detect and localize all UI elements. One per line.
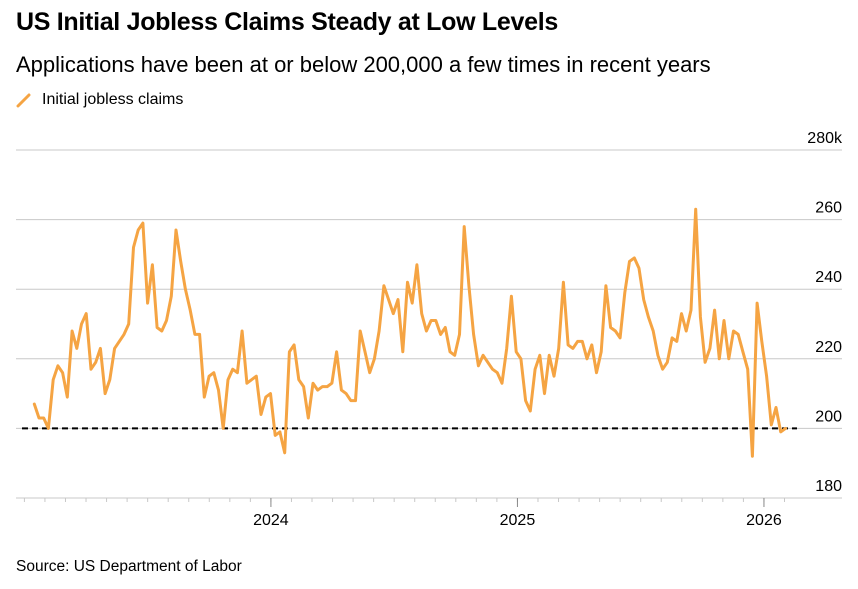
x-tick-label-2026: 2026 <box>746 512 782 529</box>
y-tick-label-280: 280k <box>807 130 843 147</box>
y-tick-label-240: 240 <box>815 269 842 286</box>
legend-label: Initial jobless claims <box>42 91 184 108</box>
series-line-0 <box>32 207 787 458</box>
chart-title: US Initial Jobless Claims Steady at Low … <box>16 8 558 36</box>
x-axis: 2024 2025 2026 <box>16 497 842 529</box>
y-tick-label-220: 220 <box>815 339 842 356</box>
chart-subtitle: Applications have been at or below 200,0… <box>16 52 711 77</box>
legend: Initial jobless claims <box>16 91 183 109</box>
gridlines <box>16 149 842 429</box>
y-tick-label-260: 260 <box>815 200 842 217</box>
y-tick-label-180: 180 <box>815 478 842 495</box>
y-axis-labels: 280k 260 240 220 200 180 <box>807 130 843 495</box>
y-tick-label-200: 200 <box>815 408 842 425</box>
source-note: Source: US Department of Labor <box>16 558 242 575</box>
series-group <box>32 207 787 458</box>
legend-swatch-icon <box>16 93 31 108</box>
x-tick-label-2025: 2025 <box>500 512 536 529</box>
x-tick-label-2024: 2024 <box>253 512 289 529</box>
